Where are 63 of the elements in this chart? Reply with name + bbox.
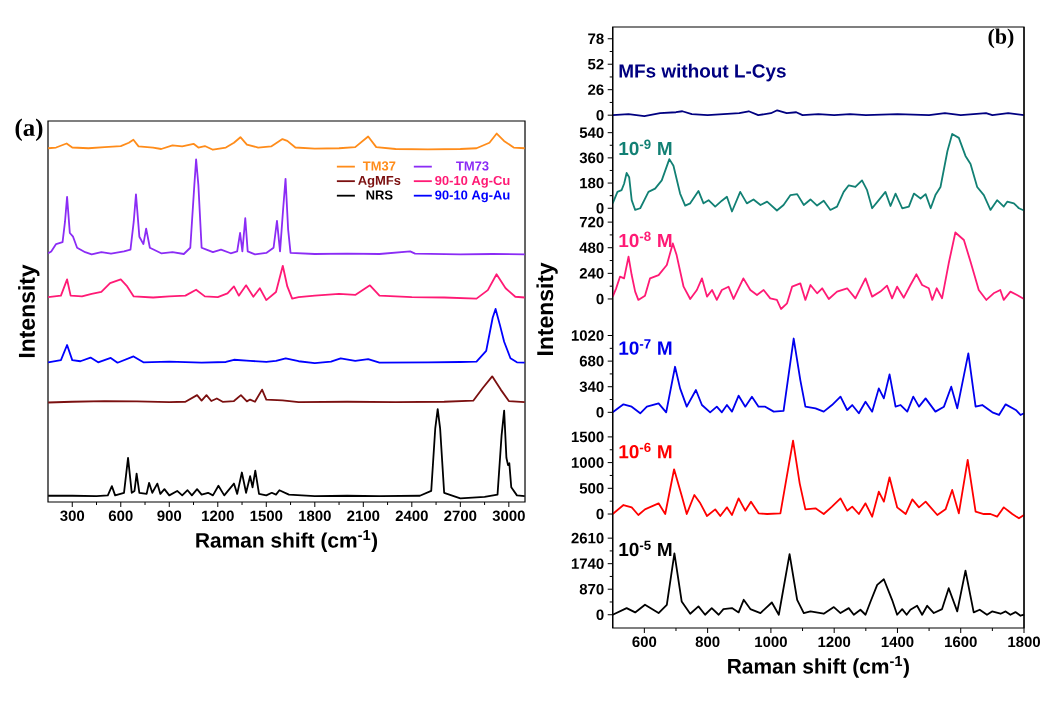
chart-title: (b) [988, 28, 1014, 49]
x-tick-label: 800 [695, 636, 720, 648]
line-series [611, 337, 1025, 416]
x-tick-label: 300 [60, 510, 85, 522]
line-series [611, 133, 1025, 213]
series-label: 10$^{-9}$ M [619, 139, 672, 156]
y-tick-label: 26 [588, 84, 604, 95]
series-label: 10$^{-8}$ M [619, 231, 672, 248]
y-tick-label: 1020 [571, 330, 604, 341]
y-tick-label: 180 [580, 177, 604, 189]
chart-title: (a) [15, 118, 43, 142]
y-tick-label: 1500 [571, 431, 604, 443]
series-label: 10$^{-7}$ M [619, 339, 672, 355]
y-tick-label: 78 [588, 33, 604, 45]
legend-label: AgMFs [358, 175, 401, 188]
x-axis-title: Raman shift (cm$^{-1}$) [728, 655, 909, 678]
series-label: MFs without L-Cys [619, 63, 786, 82]
y-tick-label: 52 [588, 58, 604, 70]
line-series [611, 439, 1025, 520]
y-tick-label: 0 [596, 508, 604, 520]
x-tick-label: 600 [108, 510, 133, 522]
x-tick-label: 2100 [347, 510, 380, 522]
x-tick-label: 1800 [1008, 636, 1040, 648]
y-tick-label: 0 [596, 293, 604, 305]
y-tick-label: 480 [579, 242, 604, 254]
y-tick-label: 0 [596, 407, 604, 418]
legend-label: NRS [366, 190, 393, 200]
x-tick-label: 1400 [881, 636, 914, 648]
legend-label: 90-10 Ag-Au [435, 190, 510, 203]
y-tick-label: 240 [579, 268, 604, 279]
legend-label: TM37 [362, 161, 396, 171]
y-axis-title: Intensity [536, 262, 558, 355]
x-tick-label: 600 [632, 636, 657, 648]
x-tick-label: 1500 [250, 510, 283, 522]
x-tick-label: 2700 [444, 510, 477, 522]
y-tick-label: 340 [579, 381, 604, 393]
y-tick-label: 870 [579, 583, 604, 595]
legend-label: 90-10 Ag-Cu [435, 175, 510, 188]
y-tick-label: 1000 [571, 457, 604, 468]
x-tick-label: 2400 [395, 510, 428, 522]
y-tick-label: 0 [596, 202, 604, 214]
x-tick-label: 3000 [492, 510, 525, 522]
legend-label: TM73 [456, 161, 489, 171]
x-tick-label: 1800 [299, 510, 331, 522]
series-label: 10$^{-5}$ M [619, 540, 672, 557]
x-tick-label: 1600 [945, 636, 977, 648]
x-tick-label: 1200 [202, 510, 234, 522]
series-label: 10$^{-6}$ M [619, 442, 672, 459]
y-tick-label: 360 [579, 152, 604, 164]
x-axis-title: Raman shift (cm$^{-1}$) [196, 529, 378, 552]
x-tick-label: 1200 [818, 636, 851, 648]
y-tick-label: 500 [579, 483, 604, 494]
y-tick-label: 0 [596, 609, 604, 621]
y-tick-label: 680 [579, 355, 604, 367]
line-series [611, 231, 1025, 310]
x-tick-label: 900 [157, 510, 182, 522]
y-tick-label: 720 [579, 216, 604, 228]
y-tick-label: 2610 [571, 532, 604, 544]
y-tick-label: 1740 [571, 558, 604, 569]
y-axis-title: Intensity [18, 264, 40, 358]
y-tick-label: 540 [579, 127, 604, 138]
y-tick-label: 0 [596, 109, 604, 121]
x-tick-label: 1000 [755, 636, 787, 648]
